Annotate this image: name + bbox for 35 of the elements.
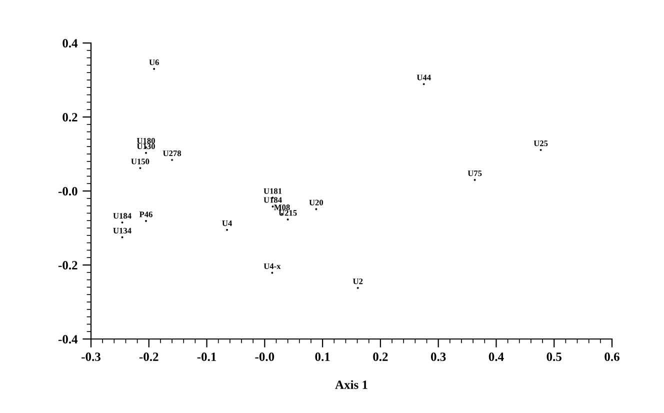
x-tick-label: 0.3 — [430, 352, 446, 362]
x-tick-label: -0.0 — [255, 352, 274, 362]
x-tick-label: -0.3 — [82, 352, 100, 362]
annotation: U6 — [149, 60, 159, 66]
annotation: U150 — [131, 158, 150, 164]
annotation: U75 — [468, 170, 482, 176]
annotation: U215 — [278, 210, 297, 216]
annotation: P46 — [139, 212, 152, 218]
x-tick-label: 0.4 — [488, 352, 504, 362]
annotation: U25 — [534, 140, 548, 146]
y-tick-label: -0.2 — [58, 261, 78, 270]
annotation: U278 — [162, 150, 182, 156]
annotation: U20 — [309, 200, 324, 206]
y-tick-label: -0.0 — [58, 187, 78, 196]
annotation: U134 — [113, 228, 132, 234]
y-tick-label: -0.4 — [58, 335, 78, 344]
annotation: U130 — [136, 143, 155, 150]
annotation: U4-x — [264, 263, 281, 269]
annotation: U44 — [416, 74, 431, 80]
annotation: U181 — [264, 188, 282, 194]
annotation: U184 — [113, 213, 132, 219]
annotation: U4 — [222, 220, 232, 226]
annotation: M08 — [274, 204, 290, 210]
x-tick-label: -0.2 — [139, 352, 158, 362]
x-tick-label: 0.5 — [546, 352, 562, 362]
y-tick-label: 0.2 — [62, 113, 78, 122]
x-tick-label: 0.6 — [604, 352, 620, 362]
x-tick-label: 0.2 — [373, 352, 388, 362]
x-axis-title: Axis 1 — [335, 380, 368, 389]
x-tick-label: -0.1 — [197, 352, 216, 362]
x-tick-label: 0.1 — [315, 352, 330, 362]
annotation: U184 — [264, 197, 282, 203]
annotation: U2 — [352, 278, 363, 284]
y-tick-label: 0.4 — [62, 39, 78, 48]
annotation: U180 — [136, 138, 155, 144]
